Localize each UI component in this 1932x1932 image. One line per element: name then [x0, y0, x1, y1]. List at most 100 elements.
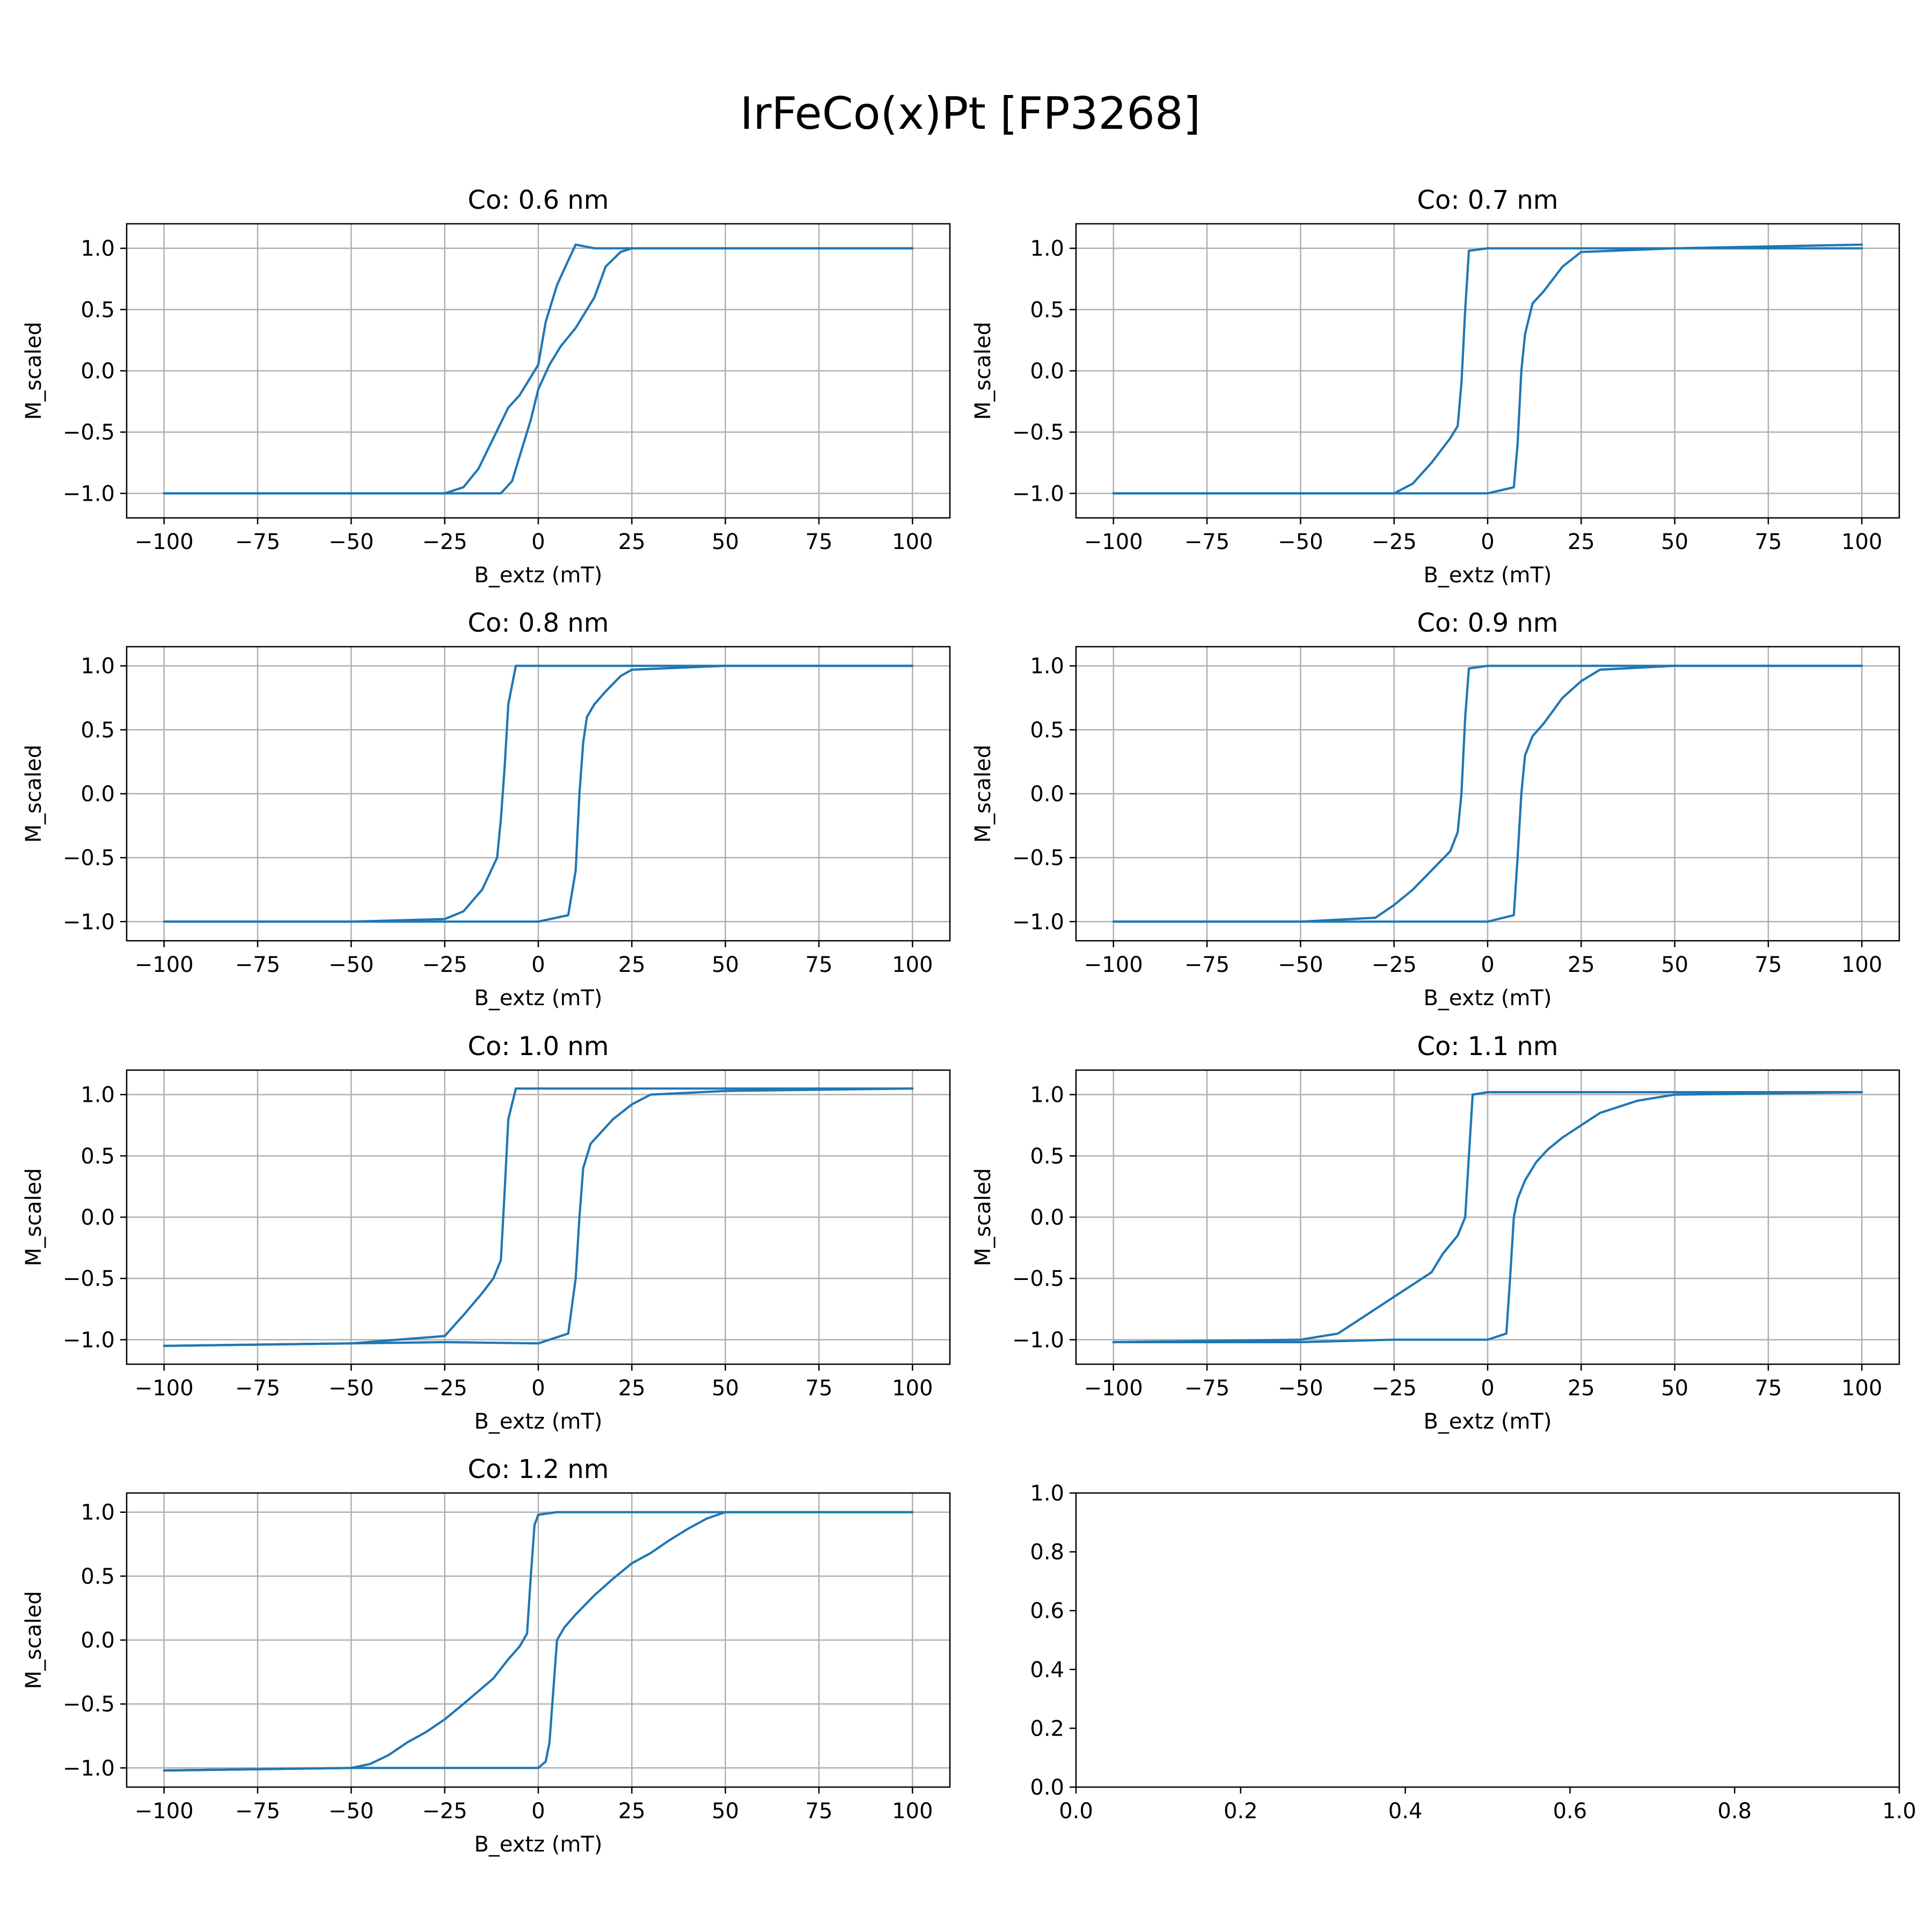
x-tick-label: 0 [1481, 530, 1494, 554]
x-tick-label: 0.2 [1224, 1799, 1258, 1824]
y-tick-label: −0.5 [1012, 1267, 1064, 1291]
y-tick-label: 1.0 [80, 1083, 115, 1108]
series-ascending-line [1112, 243, 1863, 495]
x-tick-label: 25 [618, 1799, 646, 1824]
y-axis-label: M_scaled [21, 1591, 46, 1689]
series-descending-line [163, 1087, 914, 1347]
x-tick-label: 0 [531, 1799, 545, 1824]
series-ascending-line [163, 1087, 914, 1347]
x-tick-label: 75 [806, 530, 833, 554]
y-tick-label: 1.0 [80, 237, 115, 261]
x-tick-label: −25 [422, 1799, 467, 1824]
series-ascending-line [1112, 1091, 1863, 1343]
y-tick-label: 0.0 [80, 782, 115, 807]
series-ascending-line [163, 664, 914, 923]
subplot-2: −100 −75 −50 −25 0 25 50 75 100 −1.0 −0.5 0.0 0.5 1.0… [971, 185, 1900, 588]
x-tick-label: −50 [1278, 530, 1323, 554]
x-tick-label: 50 [1661, 1376, 1688, 1401]
series-descending-line [1112, 1091, 1863, 1343]
x-tick-label: −75 [235, 530, 280, 554]
x-axis-label: B_extz (mT) [474, 1409, 602, 1434]
x-tick-label: 75 [1755, 953, 1782, 977]
series-ascending-line [163, 1511, 914, 1772]
y-tick-label: −0.5 [63, 1692, 115, 1717]
x-tick-label: 100 [892, 1376, 933, 1401]
x-tick-label: 75 [1755, 1376, 1782, 1401]
x-axis-label: B_extz (mT) [1423, 1409, 1552, 1434]
subplot-title: Co: 1.0 nm [467, 1031, 609, 1062]
subplot-title: Co: 1.2 nm [467, 1454, 609, 1484]
figure-suptitle: IrFeCo(x)Pt [FP3268] [740, 87, 1201, 140]
x-tick-label: 25 [618, 953, 646, 977]
x-tick-label: −50 [1278, 953, 1323, 977]
y-tick-label: 1.0 [1030, 237, 1064, 261]
x-tick-label: −50 [328, 953, 374, 977]
x-tick-label: −75 [1184, 1376, 1230, 1401]
x-tick-label: 100 [1841, 1376, 1882, 1401]
y-tick-label: 1.0 [1030, 654, 1064, 679]
x-tick-label: 50 [712, 1376, 739, 1401]
x-tick-label: −100 [135, 1799, 194, 1824]
y-tick-label: 0.5 [80, 1144, 115, 1169]
series-ascending-line [163, 247, 914, 495]
y-tick-label: 0.0 [1030, 1775, 1064, 1800]
y-axis-label: M_scaled [971, 322, 996, 420]
y-tick-label: 0.5 [1030, 1144, 1064, 1169]
y-tick-label: 1.0 [1030, 1083, 1064, 1108]
x-tick-label: −100 [135, 1376, 194, 1401]
x-tick-label: −25 [1371, 1376, 1416, 1401]
x-axis-label: B_extz (mT) [474, 1832, 602, 1857]
x-tick-label: −25 [422, 953, 467, 977]
y-tick-label: 0.5 [80, 1564, 115, 1589]
x-tick-label: 1.0 [1882, 1799, 1916, 1824]
subplot-title: Co: 1.1 nm [1417, 1031, 1558, 1062]
subplot-title: Co: 0.8 nm [467, 608, 609, 638]
y-tick-label: −1.0 [1012, 910, 1064, 934]
x-tick-label: 0 [531, 530, 545, 554]
x-tick-label: 0.0 [1059, 1799, 1093, 1824]
x-tick-label: 50 [1661, 953, 1688, 977]
x-tick-label: 50 [712, 530, 739, 554]
y-tick-label: −1.0 [1012, 481, 1064, 506]
x-axis-label: B_extz (mT) [1423, 986, 1552, 1011]
axes-frame [1075, 1492, 1900, 1788]
x-tick-label: −75 [1184, 953, 1230, 977]
y-tick-label: 0.0 [1030, 1205, 1064, 1230]
x-tick-label: 0.4 [1388, 1799, 1423, 1824]
x-tick-label: −25 [422, 1376, 467, 1401]
x-tick-label: −100 [1084, 1376, 1143, 1401]
x-tick-label: −25 [1371, 530, 1416, 554]
x-axis-label: B_extz (mT) [474, 563, 602, 588]
subplot-grid: −100 −75 −50 −25 0 25 50 75 100 −1.0 −0.5 0.0 0.5 1.0… [21, 185, 1916, 1857]
x-axis-label: B_extz (mT) [1423, 563, 1552, 588]
y-tick-label: 0.6 [1030, 1599, 1064, 1623]
x-axis-label: B_extz (mT) [474, 986, 602, 1011]
subplot-7: −100 −75 −50 −25 0 25 50 75 100 −1.0 −0.5 0.0 0.5 1.0… [21, 1454, 951, 1857]
subplot-1: −100 −75 −50 −25 0 25 50 75 100 −1.0 −0.5 0.0 0.5 1.0… [21, 185, 951, 588]
subplot-8: 0.0 0.2 0.4 0.6 0.8 1.0 0.0 0.2 0.4 0.6 0.8 1.0 [1030, 1481, 1916, 1824]
series-descending-line [163, 664, 914, 923]
x-tick-label: −100 [1084, 953, 1143, 977]
y-tick-label: −0.5 [63, 420, 115, 445]
x-tick-label: −100 [135, 953, 194, 977]
x-tick-label: 50 [712, 953, 739, 977]
subplot-3: −100 −75 −50 −25 0 25 50 75 100 −1.0 −0.5 0.0 0.5 1.0… [21, 608, 951, 1011]
y-tick-label: −1.0 [63, 1328, 115, 1352]
x-tick-label: 100 [892, 953, 933, 977]
subplot-4: −100 −75 −50 −25 0 25 50 75 100 −1.0 −0.5 0.0 0.5 1.0… [971, 608, 1900, 1011]
y-tick-label: 0.5 [1030, 298, 1064, 323]
y-tick-label: −0.5 [1012, 420, 1064, 445]
series-ascending-line [1112, 664, 1863, 923]
y-tick-label: 0.5 [80, 718, 115, 743]
x-tick-label: 25 [618, 530, 646, 554]
y-axis-label: M_scaled [21, 745, 46, 843]
x-tick-label: −75 [235, 1376, 280, 1401]
y-tick-label: 0.5 [1030, 718, 1064, 743]
y-tick-label: −0.5 [1012, 846, 1064, 870]
y-tick-label: 0.0 [80, 359, 115, 384]
x-tick-label: −50 [328, 530, 374, 554]
y-axis-label: M_scaled [971, 745, 996, 843]
series-descending-line [1112, 664, 1863, 923]
y-tick-label: 0.8 [1030, 1540, 1064, 1565]
x-tick-label: 75 [1755, 530, 1782, 554]
